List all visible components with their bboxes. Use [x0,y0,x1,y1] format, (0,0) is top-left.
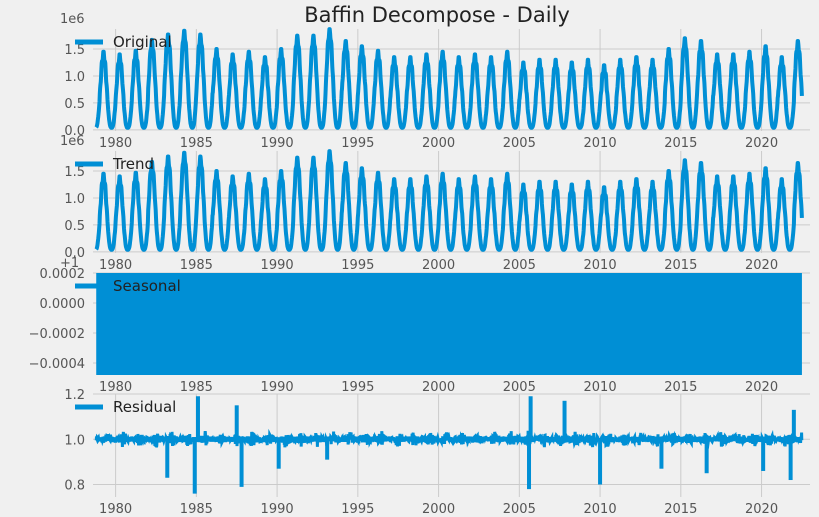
x-tick-label: 2010 [584,380,617,395]
x-tick-label: 2000 [422,258,455,273]
legend-label: Seasonal [113,277,181,295]
x-tick-label: 1995 [341,136,374,151]
x-tick-label: 1980 [99,136,132,151]
y-tick-label: 0.5 [64,97,85,112]
x-tick-label: 1985 [180,136,213,151]
x-tick-label: 2005 [503,136,536,151]
y-tick-label: 0.8 [64,479,85,494]
series-line [94,27,804,130]
y-tick-label: 0.0002 [40,267,86,282]
x-tick-label: 2020 [745,502,778,517]
x-tick-label: 1985 [180,502,213,517]
x-tick-label: 1985 [180,258,213,273]
y-tick-label: −0.0002 [29,327,85,342]
y-tick-label: 1.2 [64,388,85,403]
x-tick-label: 2015 [664,258,697,273]
x-tick-label: 2000 [422,136,455,151]
panel-seasonal: 0.0002 0.0000 −0.0002 −0.0004 1980 1985 1990 19… [29,256,810,395]
y-tick-label: 1.0 [64,433,85,448]
panels-container: 0.0 0.5 1.0 1.5 1980 1985 1990 1995 2000 2005 2010… [29,12,810,517]
y-tick-label: 0.0 [64,124,85,139]
y-tick-label: 1.5 [64,165,85,180]
panel-residual: 0.8 1.0 1.2 1980 1985 1990 1995 2000 2005 2010 201… [64,388,810,517]
x-tick-label: 1995 [341,502,374,517]
legend: Trend [75,155,154,173]
x-tick-label: 2015 [664,136,697,151]
x-tick-label: 1995 [341,380,374,395]
legend: Seasonal [75,277,181,295]
x-tick-label: 1980 [99,258,132,273]
panel-trend: 0.0 0.5 1.0 1.5 1980 1985 1990 1995 2000 2005 2010… [60,134,810,273]
y-tick-label: 0.5 [64,219,85,234]
x-tick-label: 2010 [584,136,617,151]
x-tick-label: 1990 [261,380,294,395]
x-tick-label: 2005 [503,258,536,273]
x-tick-label: 2005 [503,380,536,395]
x-tick-label: 1995 [341,258,374,273]
x-tick-label: 2020 [745,258,778,273]
seasonal-band [96,273,802,375]
x-tick-label: 2015 [664,380,697,395]
x-tick-label: 2010 [584,258,617,273]
y-tick-label: 1.5 [64,43,85,58]
x-tick-label: 1990 [261,258,294,273]
axis-offset-label: +1 [60,256,79,271]
figure-title: Baffin Decompose - Daily [304,3,570,27]
x-tick-label: 1980 [99,502,132,517]
x-tick-label: 1985 [180,380,213,395]
x-tick-label: 1990 [261,502,294,517]
series-line [94,149,804,252]
y-tick-label: −0.0004 [29,357,85,372]
legend: Original [75,33,172,51]
x-tick-label: 2020 [745,380,778,395]
y-tick-label: 1.0 [64,70,85,85]
y-tick-label: 1.0 [64,192,85,207]
y-tick-label: 0.0000 [40,297,86,312]
legend: Residual [75,398,176,416]
axis-offset-label: 1e6 [60,134,85,149]
series-line [94,428,804,449]
panel-original: 0.0 0.5 1.0 1.5 1980 1985 1990 1995 2000 2005 2010… [60,12,810,151]
x-tick-label: 2005 [503,502,536,517]
x-tick-label: 2000 [422,502,455,517]
legend-label: Trend [112,155,154,173]
axis-offset-label: 1e6 [60,12,85,27]
y-tick-label: 0.0 [64,246,85,261]
x-tick-label: 2010 [584,502,617,517]
x-tick-label: 1990 [261,136,294,151]
legend-label: Residual [113,398,176,416]
x-tick-label: 2000 [422,380,455,395]
x-tick-label: 2015 [664,502,697,517]
legend-label: Original [113,33,172,51]
x-tick-label: 2020 [745,136,778,151]
x-tick-label: 1980 [99,380,132,395]
